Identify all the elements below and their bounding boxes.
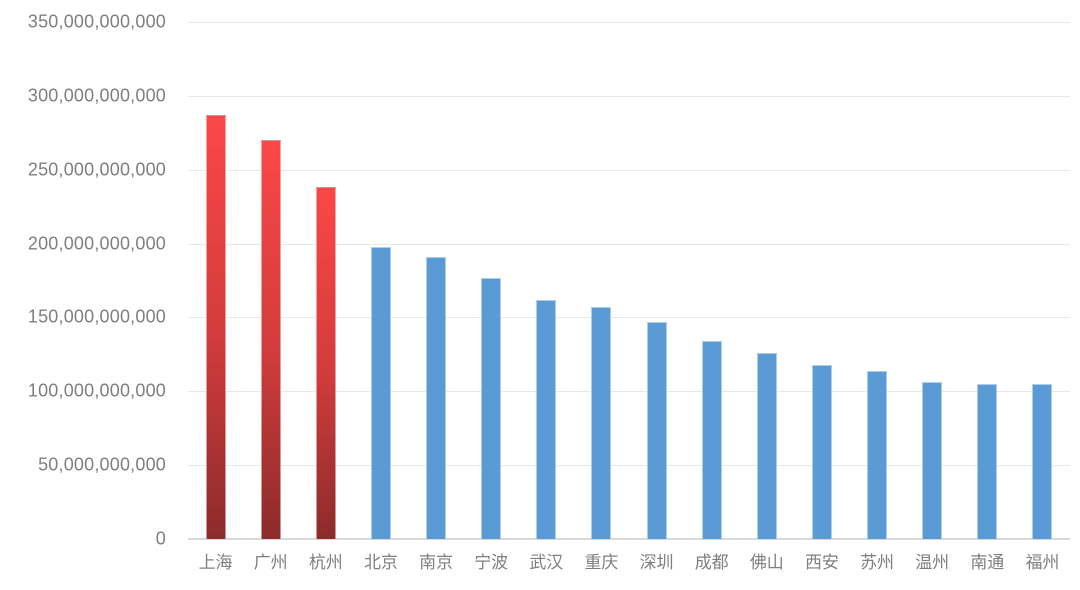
x-tick-label: 杭州 xyxy=(308,553,343,572)
x-tick-label: 温州 xyxy=(915,553,950,572)
bar xyxy=(756,352,777,539)
x-tick-label: 广州 xyxy=(253,553,288,572)
bar xyxy=(260,140,281,539)
bar xyxy=(426,256,447,539)
gridline xyxy=(188,22,1070,23)
bar xyxy=(591,307,612,539)
x-tick-label: 北京 xyxy=(363,553,398,572)
x-axis: 上海 广州 杭州 北京 南京 宁波 武汉 重庆 深圳 成都 佛山 西安 苏州 温州 南通 福州 xyxy=(188,548,1070,574)
x-tick-label: 武汉 xyxy=(529,553,564,572)
x-tick-label: 南通 xyxy=(970,553,1005,572)
x-tick-label: 西安 xyxy=(804,553,839,572)
y-tick-label: 50,000,000,000 xyxy=(38,454,166,475)
bar xyxy=(811,364,832,539)
y-tick-label: 300,000,000,000 xyxy=(27,85,166,106)
bar xyxy=(315,187,336,539)
y-tick-label: 0 xyxy=(155,528,166,549)
gridline xyxy=(188,317,1070,319)
x-tick-label: 宁波 xyxy=(474,553,509,572)
bar xyxy=(205,115,226,539)
x-axis-line xyxy=(188,538,1070,540)
x-tick-label: 重庆 xyxy=(584,553,619,572)
y-axis: 350,000,000,000 300,000,000,000 250,000,00… xyxy=(0,12,170,549)
gridline xyxy=(188,95,1070,97)
x-tick-label: 苏州 xyxy=(860,553,895,572)
bar xyxy=(922,382,943,539)
y-tick-label: 250,000,000,000 xyxy=(27,159,166,180)
y-tick-label: 100,000,000,000 xyxy=(27,380,166,401)
bar xyxy=(867,370,888,539)
x-tick-label: 福州 xyxy=(1025,553,1060,572)
bar xyxy=(701,341,722,539)
x-tick-label: 成都 xyxy=(694,553,729,572)
bar xyxy=(977,383,998,539)
bar xyxy=(370,246,391,539)
x-tick-label: 佛山 xyxy=(749,553,784,572)
bar xyxy=(536,299,557,539)
x-tick-label: 上海 xyxy=(198,553,233,572)
y-tick-label: 350,000,000,000 xyxy=(27,11,166,32)
x-tick-label: 南京 xyxy=(419,553,454,572)
gridline xyxy=(188,169,1070,171)
bar xyxy=(646,321,667,539)
gridline xyxy=(188,465,1070,467)
plot-area xyxy=(188,22,1070,540)
bar xyxy=(481,277,502,539)
y-tick-label: 150,000,000,000 xyxy=(27,306,166,327)
y-tick-label: 200,000,000,000 xyxy=(27,233,166,254)
x-tick-label: 深圳 xyxy=(639,553,674,572)
gridline xyxy=(188,391,1070,393)
bar xyxy=(1032,383,1053,539)
gridline xyxy=(188,243,1070,245)
